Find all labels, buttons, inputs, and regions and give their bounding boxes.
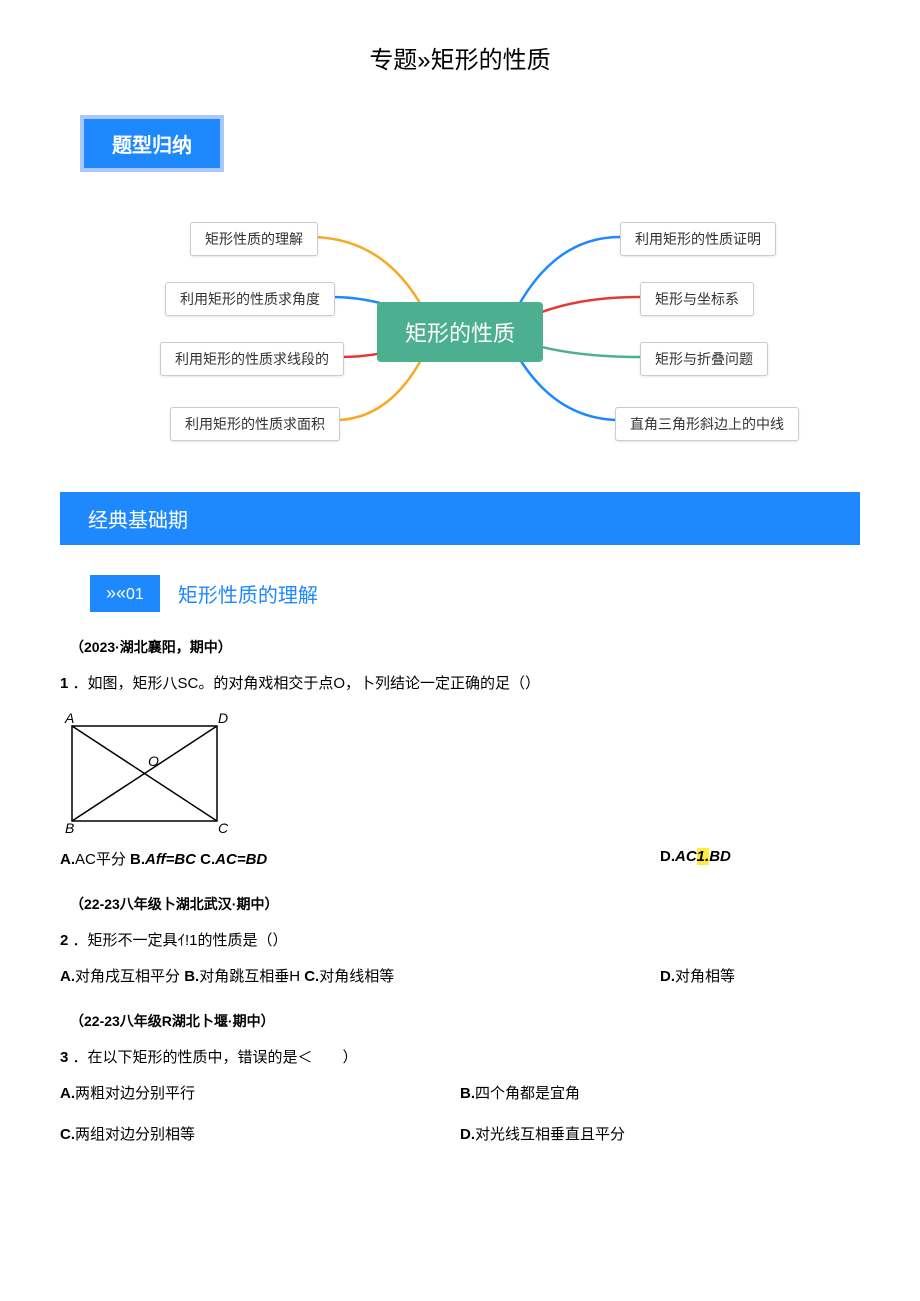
mindmap-leaf: 矩形性质的理解	[190, 222, 318, 256]
label-C: C	[218, 820, 229, 836]
q3-options-row1: A.两粗对边分别平行 B.四个角都是宜角	[60, 1082, 860, 1103]
topic-header: »« 01 矩形性质的理解	[90, 575, 860, 612]
mindmap-center: 矩形的性质	[377, 302, 543, 362]
mindmap-leaf: 矩形与折叠问题	[640, 342, 768, 376]
q1-text: 1 ．如图，矩形八SC。的对角戏相交于点O，卜列结论一定正确的足（）	[60, 672, 860, 693]
mindmap-leaf: 矩形与坐标系	[640, 282, 754, 316]
q2-source: （22-23八年级卜湖北武汉·期中）	[70, 894, 860, 914]
q1-optD-hl: 1.	[697, 848, 710, 865]
q2-options: A.对角戌互相平分 B.对角跳互相垂H C.对角线相等 D.对角相等	[60, 965, 860, 986]
section-badge: 题型归纳	[80, 115, 224, 172]
q3-optC: 两组对边分别相等	[75, 1126, 195, 1143]
q2-text: 2 ．矩形不一定具ｲ!1的性质是（）	[60, 929, 860, 950]
q2-optC: 对角线相等	[319, 968, 394, 985]
blue-section-bar: 经典基础期	[60, 492, 860, 545]
mindmap-leaf: 利用矩形的性质求面积	[170, 407, 340, 441]
q3-optA: 两粗对边分别平行	[75, 1085, 195, 1102]
q1-optA: AC平分	[75, 851, 126, 868]
q3-num: 3	[60, 1049, 68, 1066]
q3-optB: 四个角都是宜角	[475, 1085, 580, 1102]
topic-prefix: »«	[106, 583, 126, 604]
q2-num: 2	[60, 932, 68, 949]
q2-optA: 对角戌互相平分	[75, 968, 180, 985]
q3-optD: 对光线互相垂直且平分	[475, 1126, 625, 1143]
mindmap-leaf: 利用矩形的性质证明	[620, 222, 776, 256]
q3-text: 3 ．在以下矩形的性质中，错误的是＜ ）	[60, 1046, 860, 1067]
label-O: O	[148, 753, 159, 769]
q1-optC: AC=BD	[215, 851, 267, 868]
q1-diagram: A D B C O	[60, 708, 860, 843]
topic-title: 矩形性质的理解	[178, 579, 318, 608]
q3-source: （22-23八年级R湖北卜堰·期中）	[70, 1011, 860, 1031]
page-title: 专题»矩形的性质	[60, 40, 860, 75]
q1-optB: Aff=BC	[145, 851, 196, 868]
q1-num: 1	[60, 675, 68, 692]
topic-badge: »« 01	[90, 575, 160, 612]
q2-optB: 对角跳互相垂H	[199, 968, 300, 985]
label-B: B	[65, 820, 74, 836]
topic-num: 01	[126, 586, 144, 604]
q1-optD-pre: AC	[675, 848, 697, 865]
q2-body: ．矩形不一定具ｲ!1的性质是（）	[73, 932, 288, 949]
q3-options-row2: C.两组对边分别相等 D.对光线互相垂直且平分	[60, 1123, 860, 1144]
q3-body: ．在以下矩形的性质中，错误的是＜ ）	[73, 1049, 358, 1066]
label-D: D	[218, 710, 228, 726]
q2-optD: 对角相等	[675, 968, 735, 985]
label-A: A	[64, 710, 74, 726]
mindmap-leaf: 利用矩形的性质求线段的	[160, 342, 344, 376]
q1-source: （2023·湖北襄阳，期中）	[70, 637, 860, 657]
mindmap-container: 矩形的性质 矩形性质的理解 利用矩形的性质求角度 利用矩形的性质求线段的 利用矩…	[60, 202, 860, 462]
q1-options: A.AC平分 B.Aff=BC C.AC=BD D.AC1.BD	[60, 848, 860, 869]
mindmap-leaf: 直角三角形斜边上的中线	[615, 407, 799, 441]
q1-body: ．如图，矩形八SC。的对角戏相交于点O，卜列结论一定正确的足（）	[73, 675, 541, 692]
q1-optD-post: BD	[709, 848, 731, 865]
mindmap-leaf: 利用矩形的性质求角度	[165, 282, 335, 316]
